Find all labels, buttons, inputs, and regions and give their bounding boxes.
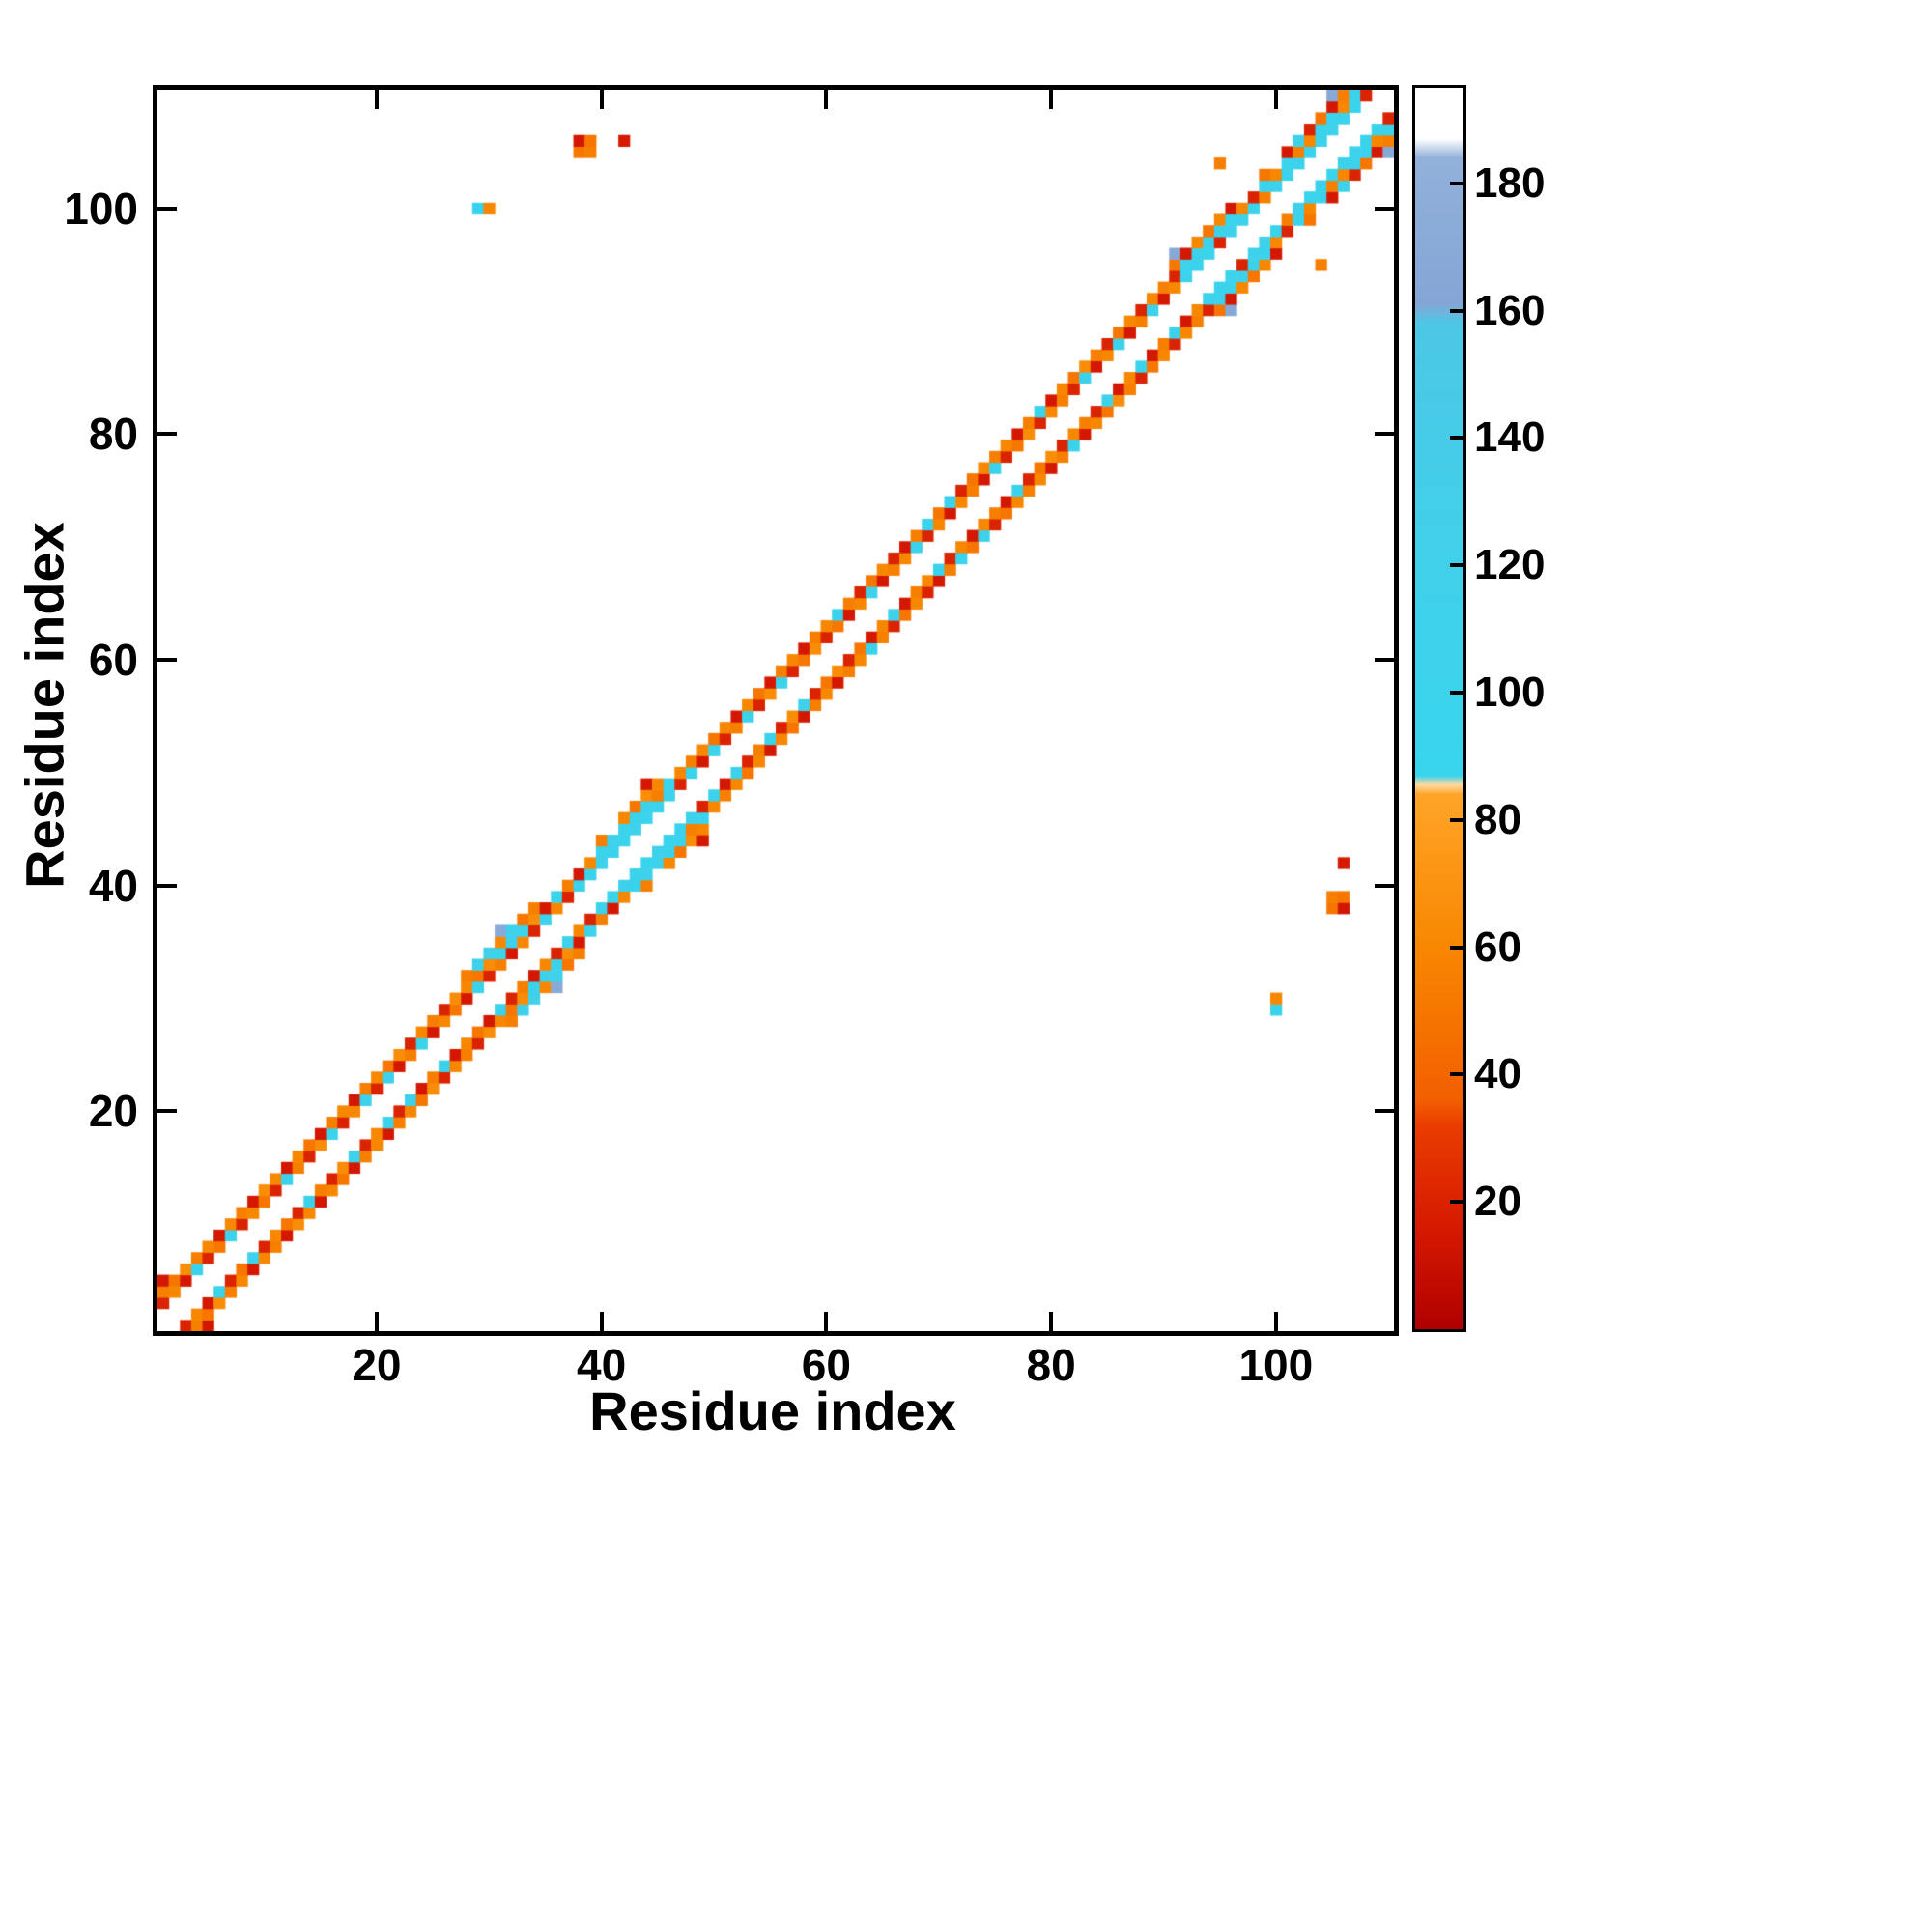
colorbar-tick-mark <box>1450 1072 1463 1077</box>
x-tick-label: 40 <box>577 1340 627 1390</box>
y-tick-mark-right <box>1375 206 1394 211</box>
colorbar-tick-label: 160 <box>1474 286 1546 334</box>
colorbar-tick-mark <box>1450 181 1463 185</box>
colorbar-tick-mark <box>1450 563 1463 568</box>
y-tick-mark-right <box>1375 432 1394 437</box>
x-tick-mark-bottom <box>1273 1312 1278 1331</box>
colorbar-tick-mark <box>1450 1200 1463 1205</box>
colorbar-tick-label: 180 <box>1474 158 1546 207</box>
x-tick-label: 20 <box>352 1340 402 1390</box>
contact-map-plot <box>153 85 1399 1336</box>
y-tick-mark-right <box>1375 1109 1394 1114</box>
y-tick-label: 80 <box>88 409 138 460</box>
colorbar-tick-mark <box>1450 436 1463 440</box>
y-tick-mark-left <box>157 883 177 888</box>
x-tick-mark-bottom <box>1049 1312 1054 1331</box>
x-tick-mark-top <box>1049 90 1054 109</box>
colorbar-tick-label: 40 <box>1474 1050 1521 1098</box>
x-tick-label: 100 <box>1238 1340 1314 1390</box>
colorbar-tick-label: 100 <box>1474 668 1546 717</box>
y-tick-mark-left <box>157 206 177 211</box>
contact-map-canvas <box>157 90 1394 1331</box>
x-tick-mark-top <box>374 90 379 109</box>
colorbar-tick-mark <box>1450 308 1463 313</box>
colorbar-tick-label: 140 <box>1474 413 1546 462</box>
x-tick-mark-bottom <box>824 1312 829 1331</box>
x-tick-mark-top <box>599 90 604 109</box>
x-tick-mark-bottom <box>599 1312 604 1331</box>
y-tick-label: 60 <box>88 634 138 685</box>
colorbar <box>1412 85 1466 1332</box>
colorbar-tick-mark <box>1450 945 1463 950</box>
colorbar-tick-mark <box>1450 691 1463 696</box>
colorbar-tick-label: 80 <box>1474 795 1521 843</box>
colorbar-tick-mark <box>1450 817 1463 822</box>
y-tick-label: 40 <box>88 860 138 911</box>
y-tick-mark-left <box>157 657 177 662</box>
colorbar-gradient <box>1415 88 1463 1329</box>
x-axis-label: Residue index <box>589 1380 956 1441</box>
y-tick-mark-left <box>157 432 177 437</box>
x-tick-mark-top <box>1273 90 1278 109</box>
y-tick-label: 100 <box>64 183 138 234</box>
y-tick-label: 20 <box>88 1086 138 1137</box>
y-axis-label: Residue index <box>14 522 75 889</box>
x-tick-label: 60 <box>801 1340 851 1390</box>
x-tick-label: 80 <box>1026 1340 1076 1390</box>
x-tick-mark-bottom <box>374 1312 379 1331</box>
y-tick-mark-right <box>1375 883 1394 888</box>
colorbar-tick-label: 20 <box>1474 1178 1521 1226</box>
colorbar-tick-label: 60 <box>1474 923 1521 971</box>
colorbar-tick-label: 120 <box>1474 541 1546 589</box>
y-tick-mark-right <box>1375 657 1394 662</box>
x-tick-mark-top <box>824 90 829 109</box>
y-tick-mark-left <box>157 1109 177 1114</box>
